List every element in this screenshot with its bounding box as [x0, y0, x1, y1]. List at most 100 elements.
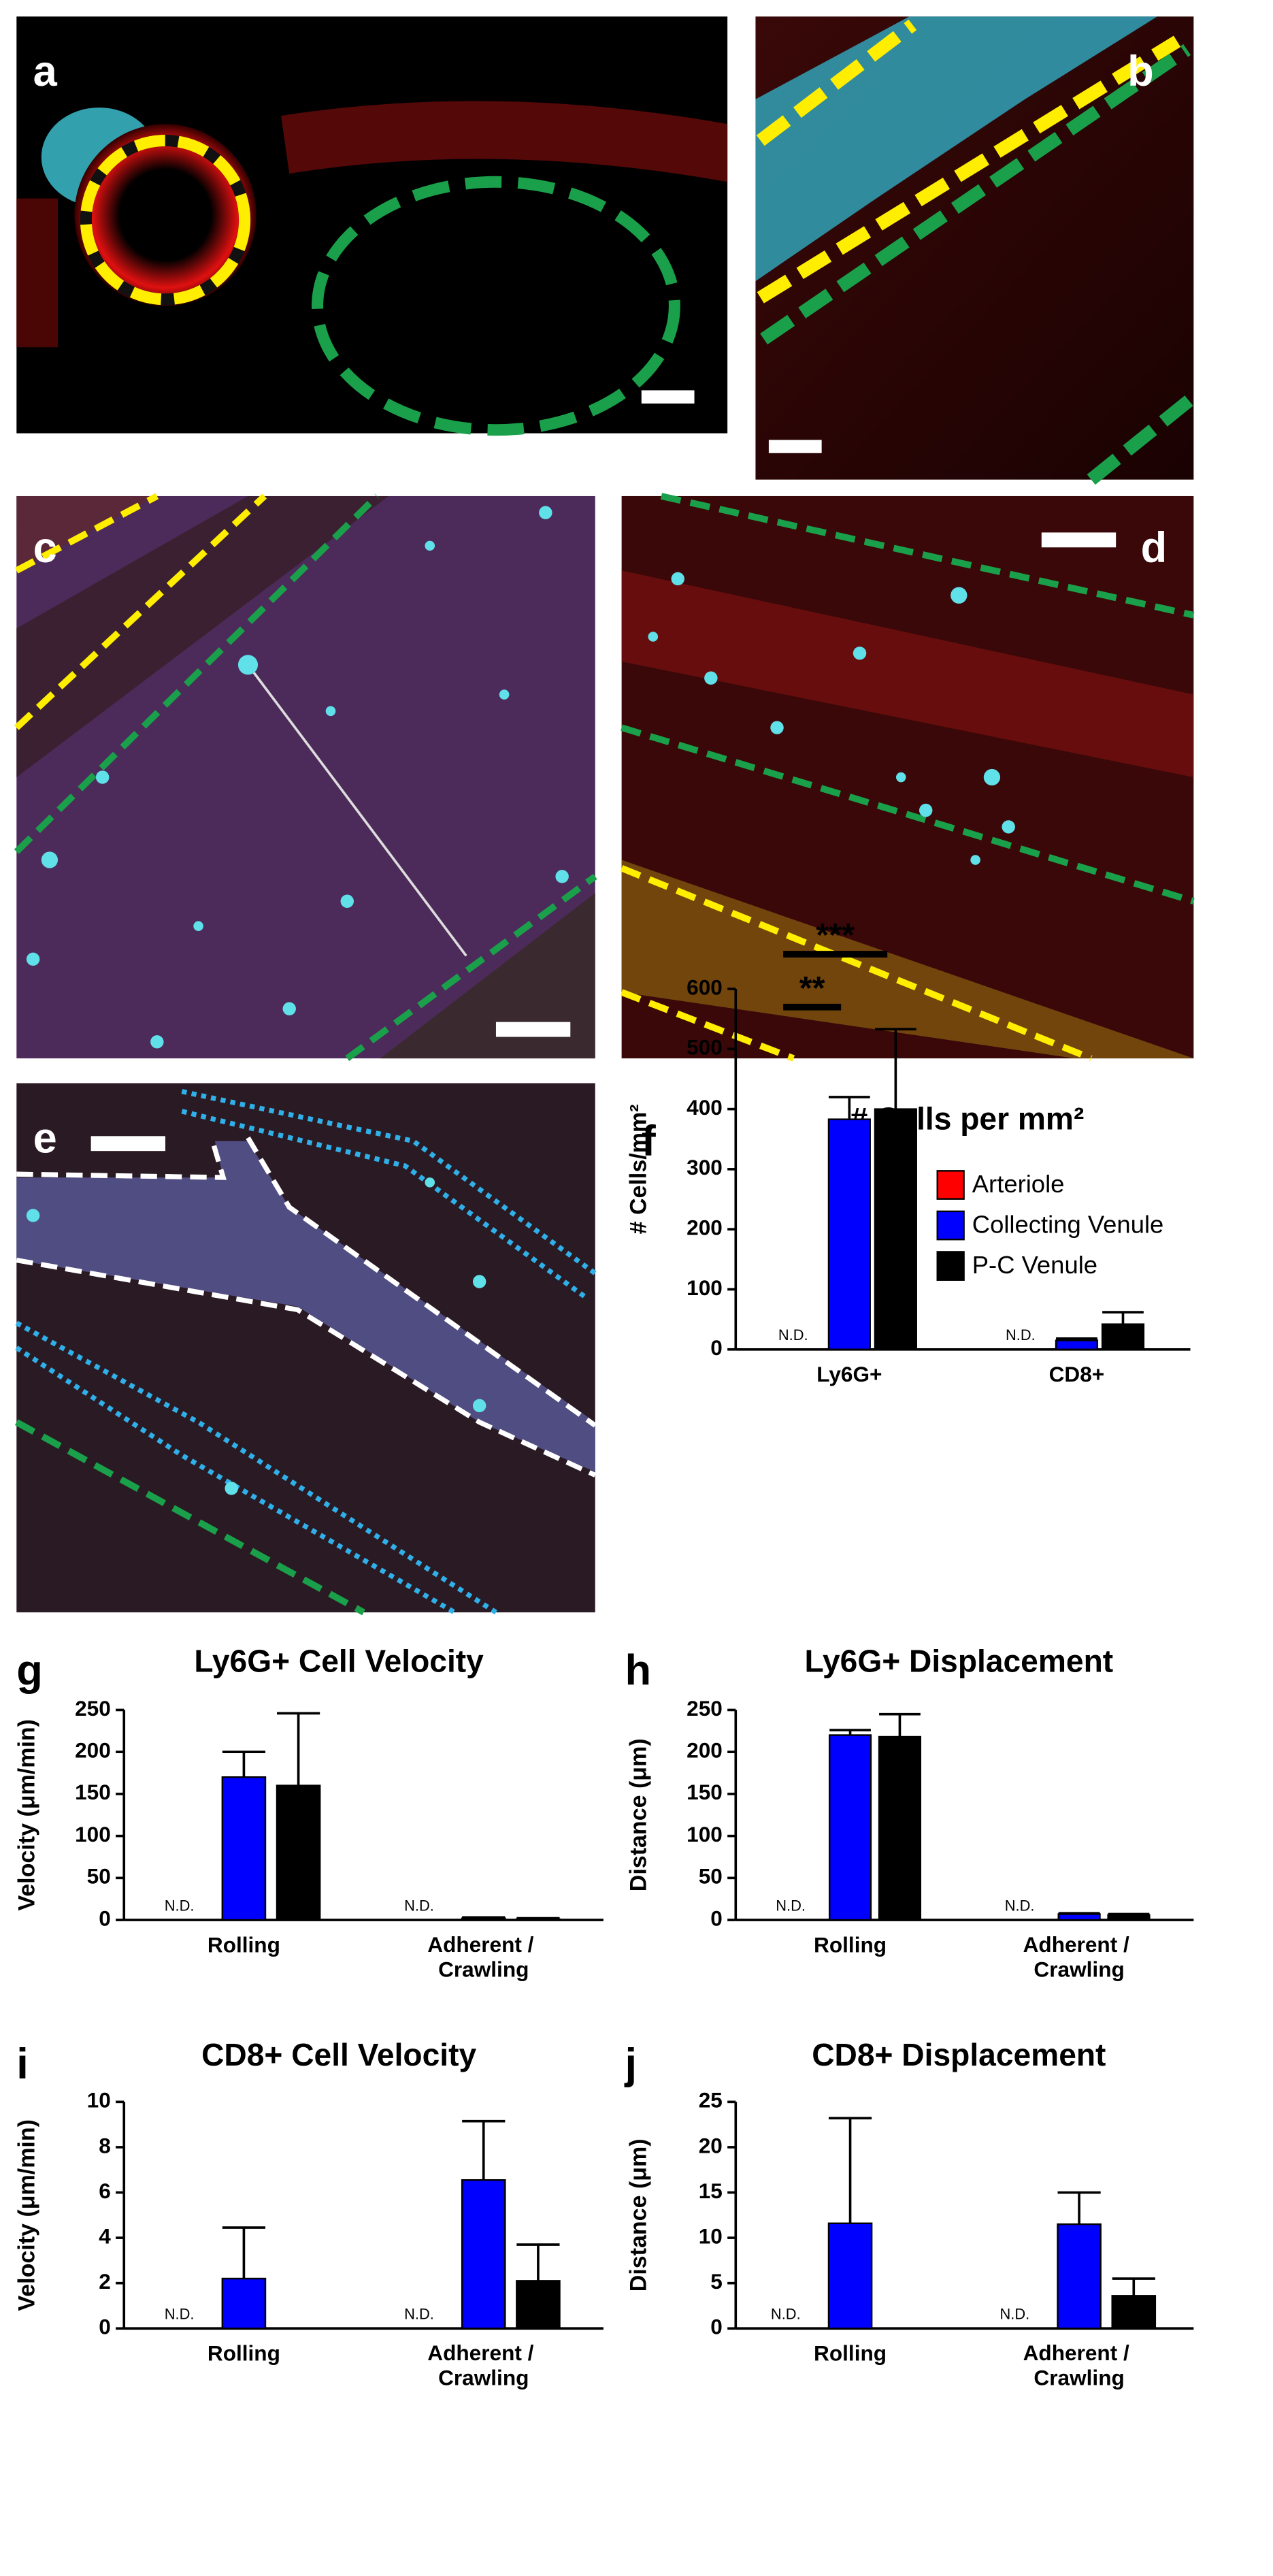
- image-panel-c: c: [14, 493, 597, 1062]
- y-tick-label: 150: [687, 1780, 723, 1804]
- bar: [1101, 1323, 1145, 1350]
- legend-swatch: [936, 1251, 965, 1281]
- x-tick-label: CD8+: [1049, 1362, 1105, 1386]
- bar: [1055, 1339, 1099, 1350]
- y-tick-label: 400: [687, 1095, 723, 1120]
- significance-label: **: [799, 970, 825, 1007]
- y-tick-label: 4: [99, 2223, 111, 2248]
- bar: [827, 2222, 873, 2330]
- panel-letter: f: [642, 1118, 657, 1165]
- value-label: N.D.: [776, 1897, 806, 1914]
- bar: [878, 1735, 922, 1921]
- panel-letter: j: [624, 2040, 637, 2088]
- significance-label: ***: [816, 917, 855, 954]
- value-label: N.D.: [778, 1326, 808, 1343]
- image-panel-e: e: [14, 1083, 597, 1616]
- y-tick-label: 2: [99, 2269, 111, 2294]
- value-label: N.D.: [1005, 1897, 1035, 1914]
- y-tick-label: 300: [687, 1155, 723, 1179]
- value-label: N.D.: [165, 2306, 195, 2323]
- chart-title: CD8+ Cell Velocity: [201, 2037, 476, 2072]
- y-tick-label: 200: [687, 1738, 723, 1763]
- y-tick-label: 150: [75, 1780, 111, 1804]
- bar: [221, 1776, 267, 1921]
- y-axis-label: Distance (μm): [625, 2138, 651, 2292]
- chart-title: Ly6G+ Cell Velocity: [194, 1644, 484, 1679]
- bar: [461, 2179, 506, 2330]
- value-label: N.D.: [165, 1897, 195, 1914]
- bar: [276, 1784, 321, 1921]
- value-label: N.D.: [404, 1897, 434, 1914]
- legend-swatch: [936, 1170, 965, 1200]
- y-tick-label: 8: [99, 2133, 111, 2157]
- x-tick-label: Adherent / Crawling: [427, 1932, 540, 1981]
- legend-label: Arteriole: [972, 1170, 1065, 1198]
- y-tick-label: 0: [710, 1906, 723, 1930]
- bar: [828, 1734, 872, 1921]
- legend-swatch: [936, 1210, 965, 1241]
- y-tick-label: 500: [687, 1035, 723, 1060]
- y-axis-label: # Cells/mm²: [625, 1104, 651, 1234]
- panel-letter: b: [1127, 48, 1154, 95]
- panel-letter: h: [625, 1647, 651, 1695]
- image-panel-d: d: [620, 493, 1195, 1062]
- y-tick-label: 100: [75, 1822, 111, 1846]
- x-tick-label: Adherent / Crawling: [427, 2341, 540, 2390]
- y-tick-label: 10: [699, 2223, 723, 2248]
- legend-label: Collecting Venule: [972, 1210, 1164, 1238]
- chart-title: Ly6G+ Displacement: [805, 1644, 1114, 1679]
- y-axis-label: Velocity (μm/min): [14, 2119, 39, 2311]
- y-tick-label: 25: [699, 2088, 723, 2113]
- x-tick-label: Rolling: [208, 2341, 280, 2365]
- y-tick-label: 100: [687, 1275, 723, 1300]
- x-tick-label: Rolling: [814, 2341, 887, 2365]
- panel-letter: a: [33, 48, 58, 95]
- y-tick-label: 5: [710, 2269, 723, 2294]
- bar: [516, 2280, 561, 2330]
- chart-title: CD8+ Displacement: [812, 2037, 1106, 2072]
- y-tick-label: 0: [710, 2315, 723, 2339]
- y-tick-label: 200: [75, 1738, 111, 1763]
- bar: [1057, 2223, 1102, 2330]
- y-tick-label: 6: [99, 2179, 111, 2203]
- value-label: N.D.: [1006, 1326, 1036, 1343]
- panel-letter: c: [33, 524, 57, 572]
- y-tick-label: 50: [87, 1864, 111, 1889]
- bar: [827, 1118, 871, 1350]
- y-tick-label: 0: [710, 1335, 723, 1360]
- y-tick-label: 10: [87, 2088, 111, 2113]
- value-label: N.D.: [771, 2306, 801, 2323]
- y-tick-label: 100: [687, 1822, 723, 1846]
- value-label: N.D.: [404, 2306, 434, 2323]
- y-tick-label: 50: [699, 1864, 723, 1889]
- panel-letter: i: [16, 2040, 29, 2088]
- x-tick-label: Rolling: [814, 1932, 887, 1957]
- panel-letter: d: [1141, 524, 1168, 572]
- y-axis-label: Velocity (μm/min): [14, 1719, 39, 1911]
- y-tick-label: 0: [99, 2315, 111, 2339]
- y-tick-label: 250: [687, 1696, 723, 1721]
- bar: [1107, 1914, 1151, 1921]
- x-tick-label: Rolling: [208, 1932, 280, 1957]
- y-axis-label: Distance (μm): [625, 1738, 651, 1891]
- bar: [874, 1108, 917, 1350]
- y-tick-label: 15: [699, 2179, 723, 2203]
- legend-label: P-C Venule: [972, 1251, 1097, 1279]
- bar: [1111, 2295, 1157, 2330]
- y-tick-label: 200: [687, 1216, 723, 1240]
- bar: [221, 2277, 267, 2330]
- panel-letter: g: [16, 1647, 43, 1695]
- value-label: N.D.: [999, 2306, 1029, 2323]
- y-tick-label: 20: [699, 2133, 723, 2157]
- x-tick-label: Adherent / Crawling: [1023, 2341, 1136, 2390]
- image-panel-a: a: [16, 16, 728, 436]
- y-tick-label: 250: [75, 1696, 111, 1721]
- x-tick-label: Adherent / Crawling: [1023, 1932, 1136, 1981]
- panel-letter: e: [33, 1114, 57, 1162]
- bar: [1057, 1913, 1101, 1921]
- y-tick-label: 600: [687, 975, 723, 999]
- x-tick-label: Ly6G+: [816, 1362, 882, 1386]
- y-tick-label: 0: [99, 1906, 111, 1930]
- image-panel-b: b: [755, 16, 1198, 485]
